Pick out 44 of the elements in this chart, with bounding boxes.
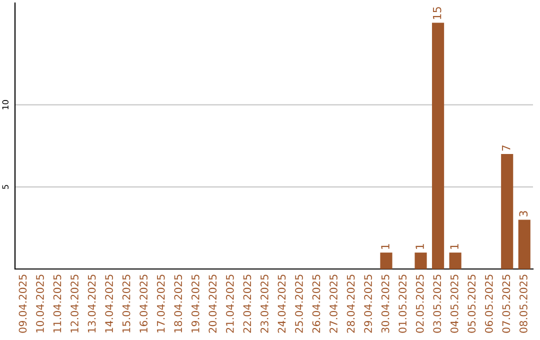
x-tick-label: 04.05.2025: [450, 274, 458, 333]
data-label: 3: [519, 211, 528, 216]
y-tick-label: 10: [2, 100, 9, 110]
bar: [518, 220, 530, 269]
bar: [432, 22, 444, 269]
x-tick-label: 21.04.2025: [226, 274, 234, 333]
x-tick-label: 22.04.2025: [243, 274, 252, 333]
x-tick-label: 03.05.2025: [433, 274, 442, 333]
x-tick-label: 20.04.2025: [208, 274, 217, 333]
x-tick-label: 08.05.2025: [520, 274, 528, 333]
bar: [501, 154, 514, 269]
bar: [449, 252, 462, 269]
data-label: 1: [450, 244, 458, 249]
data-label: 1: [381, 244, 390, 249]
x-tick-label: 26.04.2025: [312, 274, 320, 333]
x-tick-label: 06.05.2025: [484, 274, 493, 333]
x-tick-label: 09.04.2025: [18, 274, 27, 333]
x-tick-label: 13.04.2025: [88, 274, 96, 332]
x-tick-label: 29.04.2025: [364, 274, 372, 333]
x-tick-label: 01.05.2025: [398, 274, 407, 333]
x-tick-label: 23.04.2025: [260, 274, 268, 333]
bar: [380, 252, 392, 269]
x-tick-label: 15.04.2025: [122, 274, 130, 332]
x-tick-label: 27.04.2025: [330, 274, 338, 333]
x-tick-label: 05.05.2025: [468, 274, 476, 333]
data-label: 1: [416, 244, 424, 249]
x-tick-label: 02.05.2025: [416, 274, 424, 333]
x-tick-label: 24.04.2025: [278, 274, 286, 333]
bar: [414, 252, 427, 269]
y-tick-label: 5: [2, 184, 9, 189]
x-tick-label: 16.04.2025: [140, 274, 148, 332]
x-tick-label: 25.04.2025: [295, 274, 303, 333]
x-tick-label: 19.04.2025: [191, 274, 200, 332]
x-tick-label: 28.04.2025: [346, 274, 355, 333]
x-tick-label: 10.04.2025: [36, 274, 44, 332]
data-label: 7: [502, 145, 510, 151]
x-tick-label: 18.04.2025: [174, 274, 182, 332]
x-tick-label: 14.04.2025: [105, 274, 113, 332]
data-label: 15: [433, 7, 442, 20]
x-tick-label: 07.05.2025: [502, 274, 510, 333]
x-tick-label: 17.04.2025: [156, 274, 165, 332]
x-tick-label: 12.04.2025: [70, 274, 78, 332]
x-tick-label: 11.04.2025: [53, 274, 62, 332]
x-tick-label: 30.04.2025: [381, 274, 390, 333]
